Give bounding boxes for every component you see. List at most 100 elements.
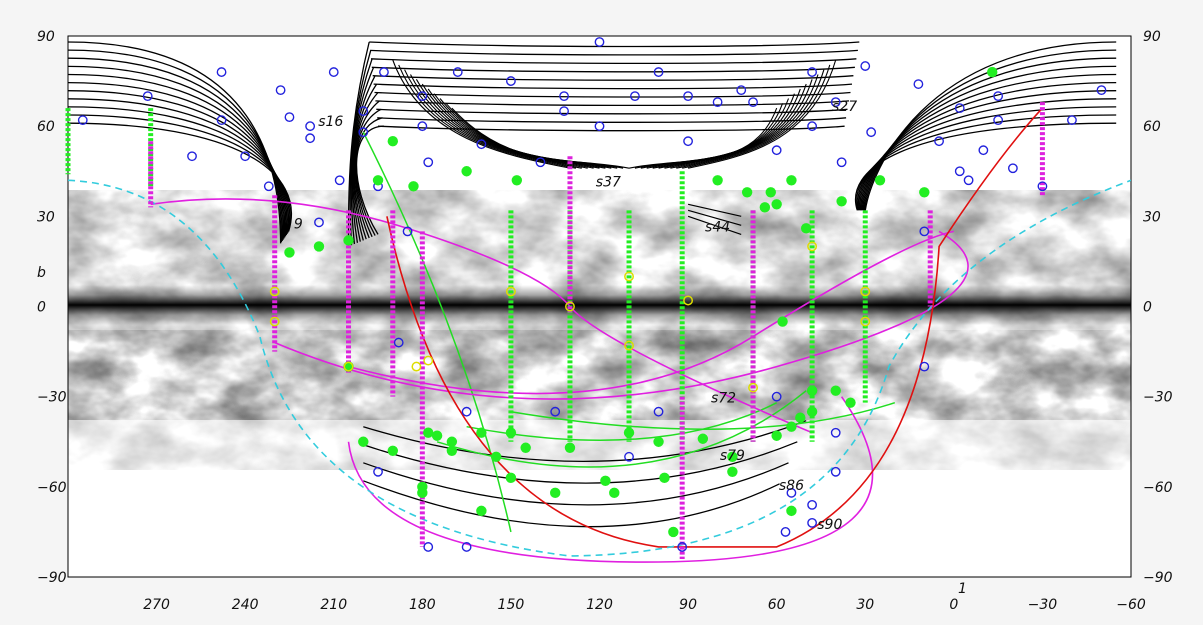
blue-open-circle [736,85,747,96]
y-tick-label-right: 90 [1143,29,1161,45]
blue-open-circle [807,121,817,132]
blue-open-circle [993,91,1004,102]
blue-open-circle [275,85,286,96]
yellow-open-circle [565,301,575,312]
blue-open-circle [334,175,345,186]
blue-open-circle [807,499,817,510]
track-curve-black [377,117,847,123]
green-filled-circle [806,385,818,396]
blue-open-circle [978,145,989,156]
track-curve-magenta [347,396,874,563]
green-filled-circle [874,175,886,186]
blue-open-circle [954,166,965,177]
track-curve-black [859,90,1117,211]
annotation-label: s16 [318,114,343,130]
green-filled-circle [511,175,523,186]
annotation-label: s86 [779,478,804,494]
track-curve-red [386,107,1043,548]
y-tick-label: 0 [37,300,46,316]
green-filled-circle [564,442,576,453]
x-tick-label: 90 [679,597,697,613]
y-tick-label-right: 0 [1143,300,1152,316]
track-curve-black [854,122,1117,211]
blue-open-circle [423,157,434,168]
green-filled-circle [417,487,428,499]
blue-open-circle [830,466,841,477]
blue-open-circle [284,112,295,123]
track-curve-black [68,81,287,238]
y-tick-label: −30 [37,390,67,406]
blue-open-circle [913,79,924,89]
green-filled-circle [786,505,797,517]
annotation-label: s27 [832,99,857,115]
yellow-open-circle [269,286,280,297]
blue-open-circle [683,136,693,147]
blue-open-circle [594,121,605,132]
x-tick-label: 60 [768,597,786,613]
blue-open-circle [559,91,569,102]
blue-open-circle [452,67,463,77]
green-filled-circle [786,175,797,186]
blue-open-circle [461,406,472,417]
blue-open-circle [860,61,871,71]
track-curve-black [377,125,845,132]
green-filled-circle [358,436,369,447]
track-curve-black [863,49,1117,211]
green-filled-circle [771,199,782,210]
green-filled-circle [476,427,487,438]
green-filled-circle [987,66,998,78]
green-filled-circle [727,451,738,462]
green-filled-circle [765,187,776,198]
y-axis-left-ticks: 90 60 30 0 −30 −60 −90 [37,29,67,586]
track-curve-black [375,100,850,107]
annotation-label: s90 [817,517,842,533]
x-tick-label: 150 [498,597,525,613]
green-filled-circle [623,427,635,438]
blue-open-circle [624,451,634,462]
blue-open-circle [748,97,758,108]
y-tick-label: −90 [37,570,67,586]
annotation-label: s72 [711,391,736,407]
track-curve-black [392,59,571,169]
track-curve-black [370,58,857,65]
track-curve-black [363,441,798,484]
y-tick-label: 30 [37,209,55,225]
track-curve-black [687,203,742,217]
track-curve-black [68,65,285,240]
blue-open-circle [559,106,569,117]
yellow-open-circle [423,355,434,366]
blue-open-circle [866,127,877,138]
y-tick-label: 60 [37,119,55,135]
y-axis-right-ticks: 90 60 30 0 −30 −60 −90 [1143,29,1173,586]
green-filled-circle [845,397,856,408]
dotted-columns [65,102,1045,559]
x-tick-label: −60 [1116,597,1146,613]
blue-open-circle [423,542,434,552]
annotation-label: s79 [720,448,745,464]
x-tick-label: 120 [586,597,613,613]
annotation-label: s37 [596,174,621,190]
green-filled-circle [372,175,384,186]
blue-open-circle [417,121,428,132]
blue-open-circle [993,115,1004,126]
green-filled-circle [712,175,723,186]
green-filled-circle [830,385,841,396]
blue-open-circle [771,145,782,156]
track-curve-black [68,122,293,232]
green-filled-circle [653,436,664,447]
green-filled-circle [919,187,930,198]
x-axis-ticks: 270 240 210 180 150 120 90 60 30 0 −30 −60 [143,597,1146,613]
green-filled-circle [777,316,788,327]
blue-open-circle [535,157,546,168]
green-filled-circle [387,445,399,456]
green-filled-circle [697,433,709,444]
green-filled-circle [284,247,295,258]
blue-open-circle [417,91,428,102]
y-tick-label-right: −30 [1143,390,1173,406]
green-filled-circle [550,487,561,499]
x-tick-label: 270 [143,597,170,613]
track-curve-black [861,73,1117,211]
track-curve-black [68,41,282,244]
blue-open-circle [379,67,389,77]
